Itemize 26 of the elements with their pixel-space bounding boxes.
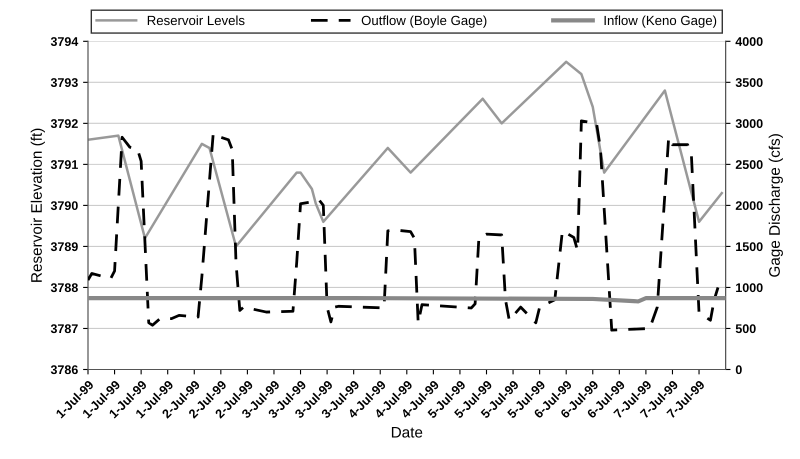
y2-tick-label: 2500 <box>736 160 763 170</box>
y-tick-label: 3791 <box>50 160 78 170</box>
y2-axis-title: Gage Discharge (cfs) <box>768 134 783 277</box>
y-axis-title: Reservoir Elevation (ft) <box>30 128 45 282</box>
legend-label: Outflow (Boyle Gage) <box>362 15 486 28</box>
line-series <box>88 60 724 248</box>
y2-tick-label: 3000 <box>736 119 763 128</box>
legend-label: Inflow (Keno Gage) <box>604 15 716 28</box>
y2-tick-label: 500 <box>736 324 756 334</box>
y-tick-label: 3789 <box>50 242 78 252</box>
y-tick-label: 3793 <box>50 78 78 88</box>
y2-tick-label: 1500 <box>736 242 763 252</box>
y2-tick-label: 3500 <box>736 78 763 88</box>
y2-tick-label: 4000 <box>736 37 763 46</box>
y-tick-label: 3788 <box>50 283 78 292</box>
y-tick-label: 3794 <box>50 37 78 46</box>
x-axis-title: Date <box>392 426 422 438</box>
legend-label: Reservoir Levels <box>148 15 245 26</box>
y2-tick-label: 1000 <box>736 283 763 292</box>
y-tick-label: 3786 <box>50 365 78 374</box>
y-tick-label: 3787 <box>50 324 78 334</box>
y2-tick-label: 0 <box>736 365 742 374</box>
y2-tick-label: 2000 <box>736 201 763 210</box>
line-series <box>88 120 720 332</box>
y-tick-label: 3790 <box>50 201 78 210</box>
y-tick-label: 3792 <box>50 119 78 128</box>
